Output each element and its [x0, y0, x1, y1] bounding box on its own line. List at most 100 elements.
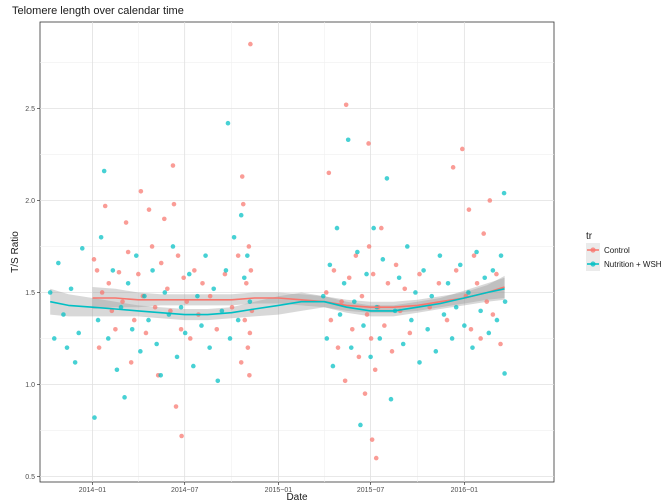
- data-point: [353, 253, 359, 258]
- data-point: [377, 336, 383, 341]
- y-tick-label: 1.5: [25, 290, 35, 297]
- data-point: [122, 395, 127, 400]
- data-point: [170, 244, 176, 249]
- data-point: [445, 280, 451, 286]
- x-tick-label: 2015−07: [357, 487, 385, 494]
- data-point: [371, 225, 376, 231]
- data-point: [407, 330, 413, 336]
- data-point: [247, 330, 253, 336]
- x-tick-label: 2014−07: [171, 487, 199, 494]
- data-point: [470, 345, 475, 350]
- data-point: [417, 271, 422, 277]
- data-point: [138, 349, 143, 354]
- data-point: [158, 260, 164, 266]
- data-point: [441, 312, 447, 317]
- chart-title: Telomere length over calendar time: [12, 5, 184, 17]
- y-tick-label: 2.5: [25, 106, 35, 113]
- data-point: [235, 317, 241, 323]
- legend-item-nutrition-wsh: Nutrition + WSH: [586, 257, 662, 271]
- data-point: [323, 290, 329, 295]
- data-point: [462, 323, 467, 328]
- data-point: [91, 257, 97, 262]
- data-point: [379, 225, 384, 231]
- data-point: [429, 293, 435, 299]
- data-point: [444, 317, 450, 323]
- data-point: [346, 275, 352, 281]
- data-point: [186, 271, 192, 277]
- data-point: [484, 299, 490, 304]
- data-point: [331, 268, 337, 273]
- data-point: [150, 268, 155, 273]
- data-point: [349, 326, 355, 332]
- x-tick-label: 2014−01: [79, 487, 107, 494]
- data-point: [56, 260, 61, 266]
- legend-label-control: Control: [604, 246, 630, 255]
- data-point: [68, 286, 74, 292]
- data-point: [178, 304, 184, 310]
- x-tick-label: 2015−01: [265, 487, 293, 494]
- legend-item-control: Control: [586, 243, 630, 257]
- data-point: [343, 102, 349, 108]
- confidence-band: [92, 275, 505, 313]
- data-point: [181, 275, 186, 281]
- data-point: [368, 354, 373, 360]
- y-axis-label: T/S Ratio: [10, 231, 21, 273]
- data-point: [502, 299, 508, 304]
- data-point: [501, 190, 507, 196]
- data-point: [182, 330, 188, 336]
- data-point: [215, 378, 221, 384]
- data-point: [168, 308, 173, 314]
- data-point: [95, 317, 101, 323]
- data-point: [370, 271, 376, 277]
- data-point: [165, 286, 170, 292]
- data-point: [125, 249, 131, 255]
- data-point: [498, 253, 504, 258]
- data-point: [362, 391, 368, 396]
- data-point: [356, 354, 362, 360]
- data-point: [248, 268, 254, 273]
- data-point: [102, 203, 108, 209]
- data-point: [437, 253, 443, 258]
- data-point: [326, 170, 332, 176]
- data-point: [223, 268, 229, 273]
- data-point: [98, 234, 104, 240]
- data-point: [219, 308, 225, 314]
- data-point: [385, 280, 391, 286]
- data-point: [345, 137, 351, 143]
- data-point: [388, 396, 394, 402]
- data-point: [396, 275, 402, 281]
- data-point: [238, 212, 244, 218]
- data-point: [171, 201, 177, 207]
- data-point: [355, 249, 360, 255]
- data-point: [76, 330, 82, 336]
- data-point: [191, 363, 196, 369]
- data-point: [51, 336, 57, 341]
- data-point: [380, 257, 386, 262]
- data-point: [436, 280, 442, 286]
- data-point: [101, 168, 107, 174]
- data-points: [47, 41, 508, 461]
- data-point: [466, 207, 472, 212]
- data-point: [227, 336, 233, 341]
- data-point: [389, 349, 395, 354]
- data-point: [478, 308, 483, 314]
- data-point: [79, 246, 85, 251]
- data-point: [341, 280, 347, 286]
- confidence-band: [50, 277, 505, 321]
- data-point: [320, 293, 326, 299]
- data-point: [47, 290, 53, 295]
- data-point: [143, 330, 149, 336]
- data-point: [118, 304, 124, 310]
- data-point: [425, 326, 430, 332]
- data-point: [154, 341, 159, 347]
- data-point: [142, 293, 147, 299]
- data-point: [366, 244, 372, 249]
- data-point: [498, 341, 503, 347]
- data-point: [120, 299, 125, 304]
- data-point: [225, 120, 231, 126]
- y-tick-label: 2.0: [25, 198, 35, 205]
- data-point: [229, 304, 235, 310]
- data-point: [471, 253, 477, 258]
- data-point: [129, 326, 135, 332]
- data-point: [110, 268, 116, 273]
